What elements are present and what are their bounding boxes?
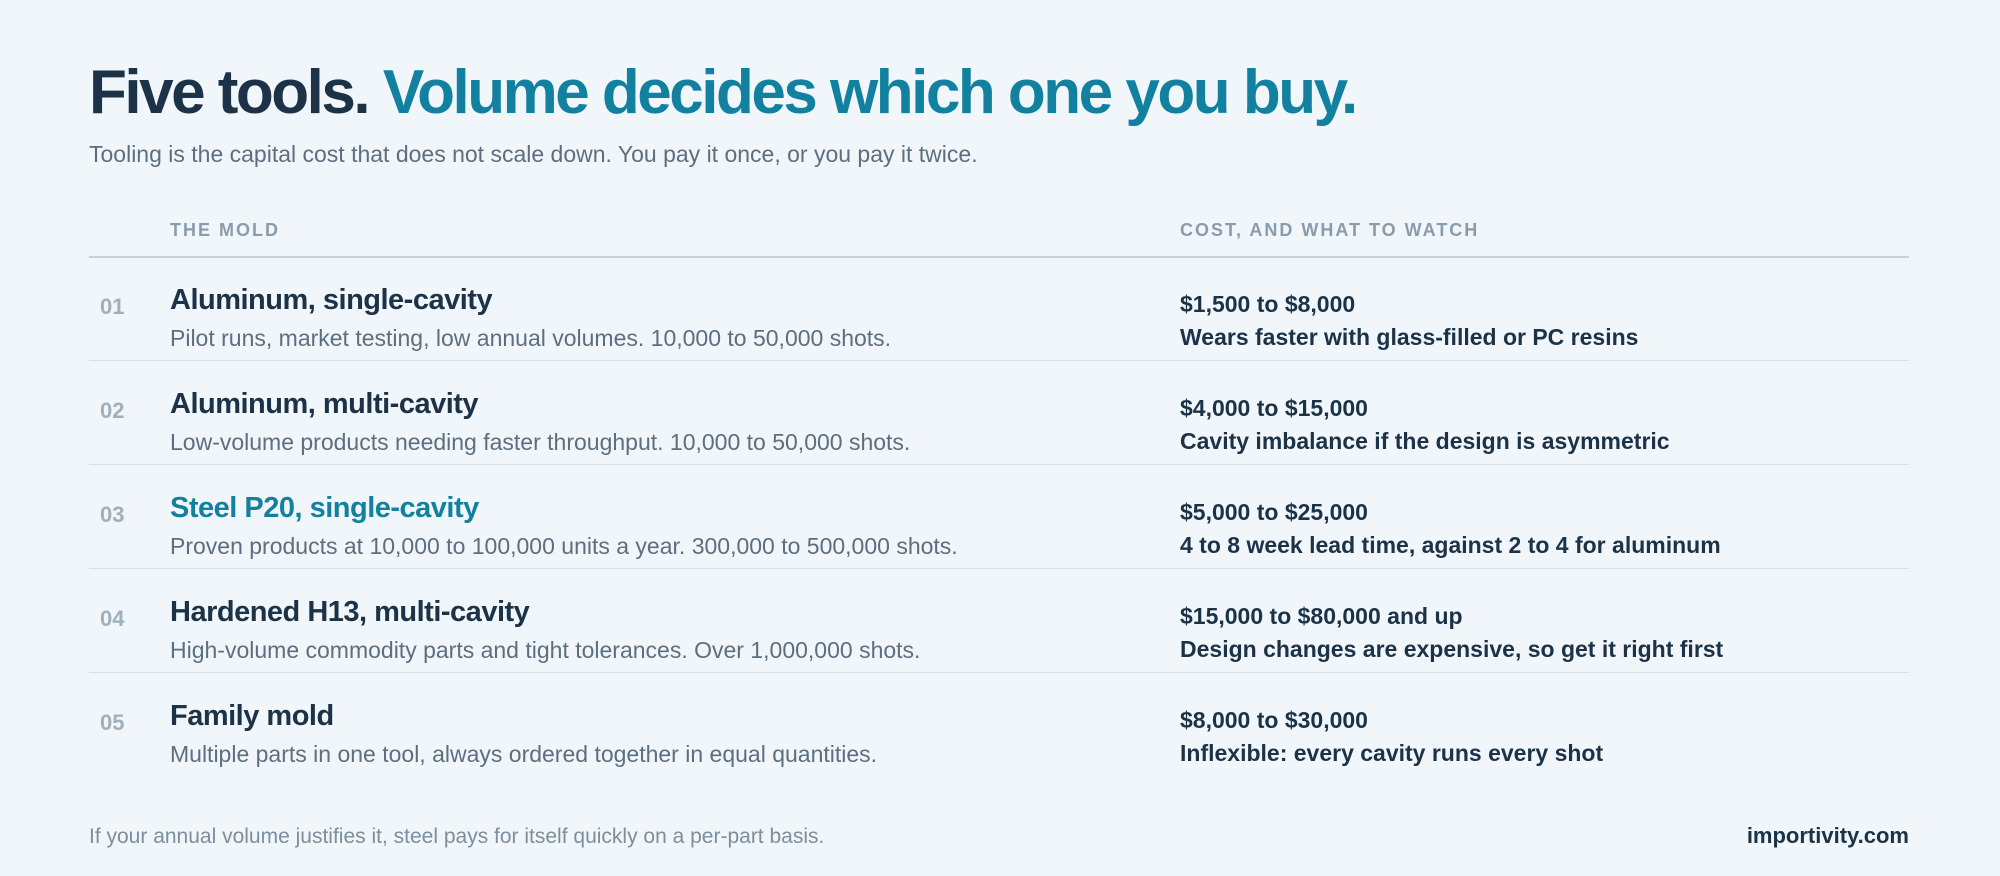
row-number: 05 — [100, 710, 125, 735]
row-cost: $15,000 to $80,000 and up — [1180, 603, 1463, 629]
row-description: Proven products at 10,000 to 100,000 uni… — [170, 533, 958, 559]
row-name: Aluminum, single-cavity — [170, 284, 493, 316]
row-watch: Wears faster with glass-filled or PC res… — [1180, 324, 1639, 350]
row-cost: $1,500 to $8,000 — [1180, 291, 1356, 317]
row-cost: $8,000 to $30,000 — [1180, 707, 1368, 733]
brand: importivity.com — [1746, 823, 1909, 848]
row-watch: Inflexible: every cavity runs every shot — [1180, 740, 1604, 766]
row-number: 04 — [100, 606, 125, 631]
row-name: Family mold — [170, 700, 334, 732]
row-number: 03 — [100, 502, 125, 527]
row-description: Pilot runs, market testing, low annual v… — [170, 325, 892, 351]
column-header: COST, AND WHAT TO WATCH — [1180, 220, 1480, 240]
row-watch: Cavity imbalance if the design is asymme… — [1180, 428, 1670, 454]
row-description: Multiple parts in one tool, always order… — [170, 741, 878, 767]
row-name: Steel P20, single-cavity — [170, 492, 479, 524]
row-watch: 4 to 8 week lead time, against 2 to 4 fo… — [1180, 532, 1721, 558]
row-separator — [89, 672, 1909, 673]
title-lead: Five tools. — [89, 58, 371, 127]
header-rule — [89, 256, 1909, 258]
row-cost: $5,000 to $25,000 — [1180, 499, 1368, 525]
subtitle: Tooling is the capital cost that does no… — [89, 141, 978, 167]
footer-note: If your annual volume justifies it, stee… — [89, 825, 825, 848]
row-name: Aluminum, multi-cavity — [170, 388, 479, 420]
row-number: 02 — [100, 398, 125, 423]
row-cost: $4,000 to $15,000 — [1180, 395, 1368, 421]
row-separator — [89, 464, 1909, 465]
row-separator — [89, 360, 1909, 361]
row-description: High-volume commodity parts and tight to… — [170, 637, 921, 663]
row-name: Hardened H13, multi-cavity — [170, 596, 530, 628]
row-watch: Design changes are expensive, so get it … — [1180, 636, 1724, 662]
column-header: THE MOLD — [170, 220, 280, 240]
title: Five tools. Volume decides which one you… — [89, 58, 1358, 128]
row-separator — [89, 568, 1909, 569]
row-number: 01 — [100, 294, 125, 319]
title-accent: Volume decides which one you buy. — [382, 58, 1358, 127]
row-description: Low-volume products needing faster throu… — [170, 429, 911, 455]
